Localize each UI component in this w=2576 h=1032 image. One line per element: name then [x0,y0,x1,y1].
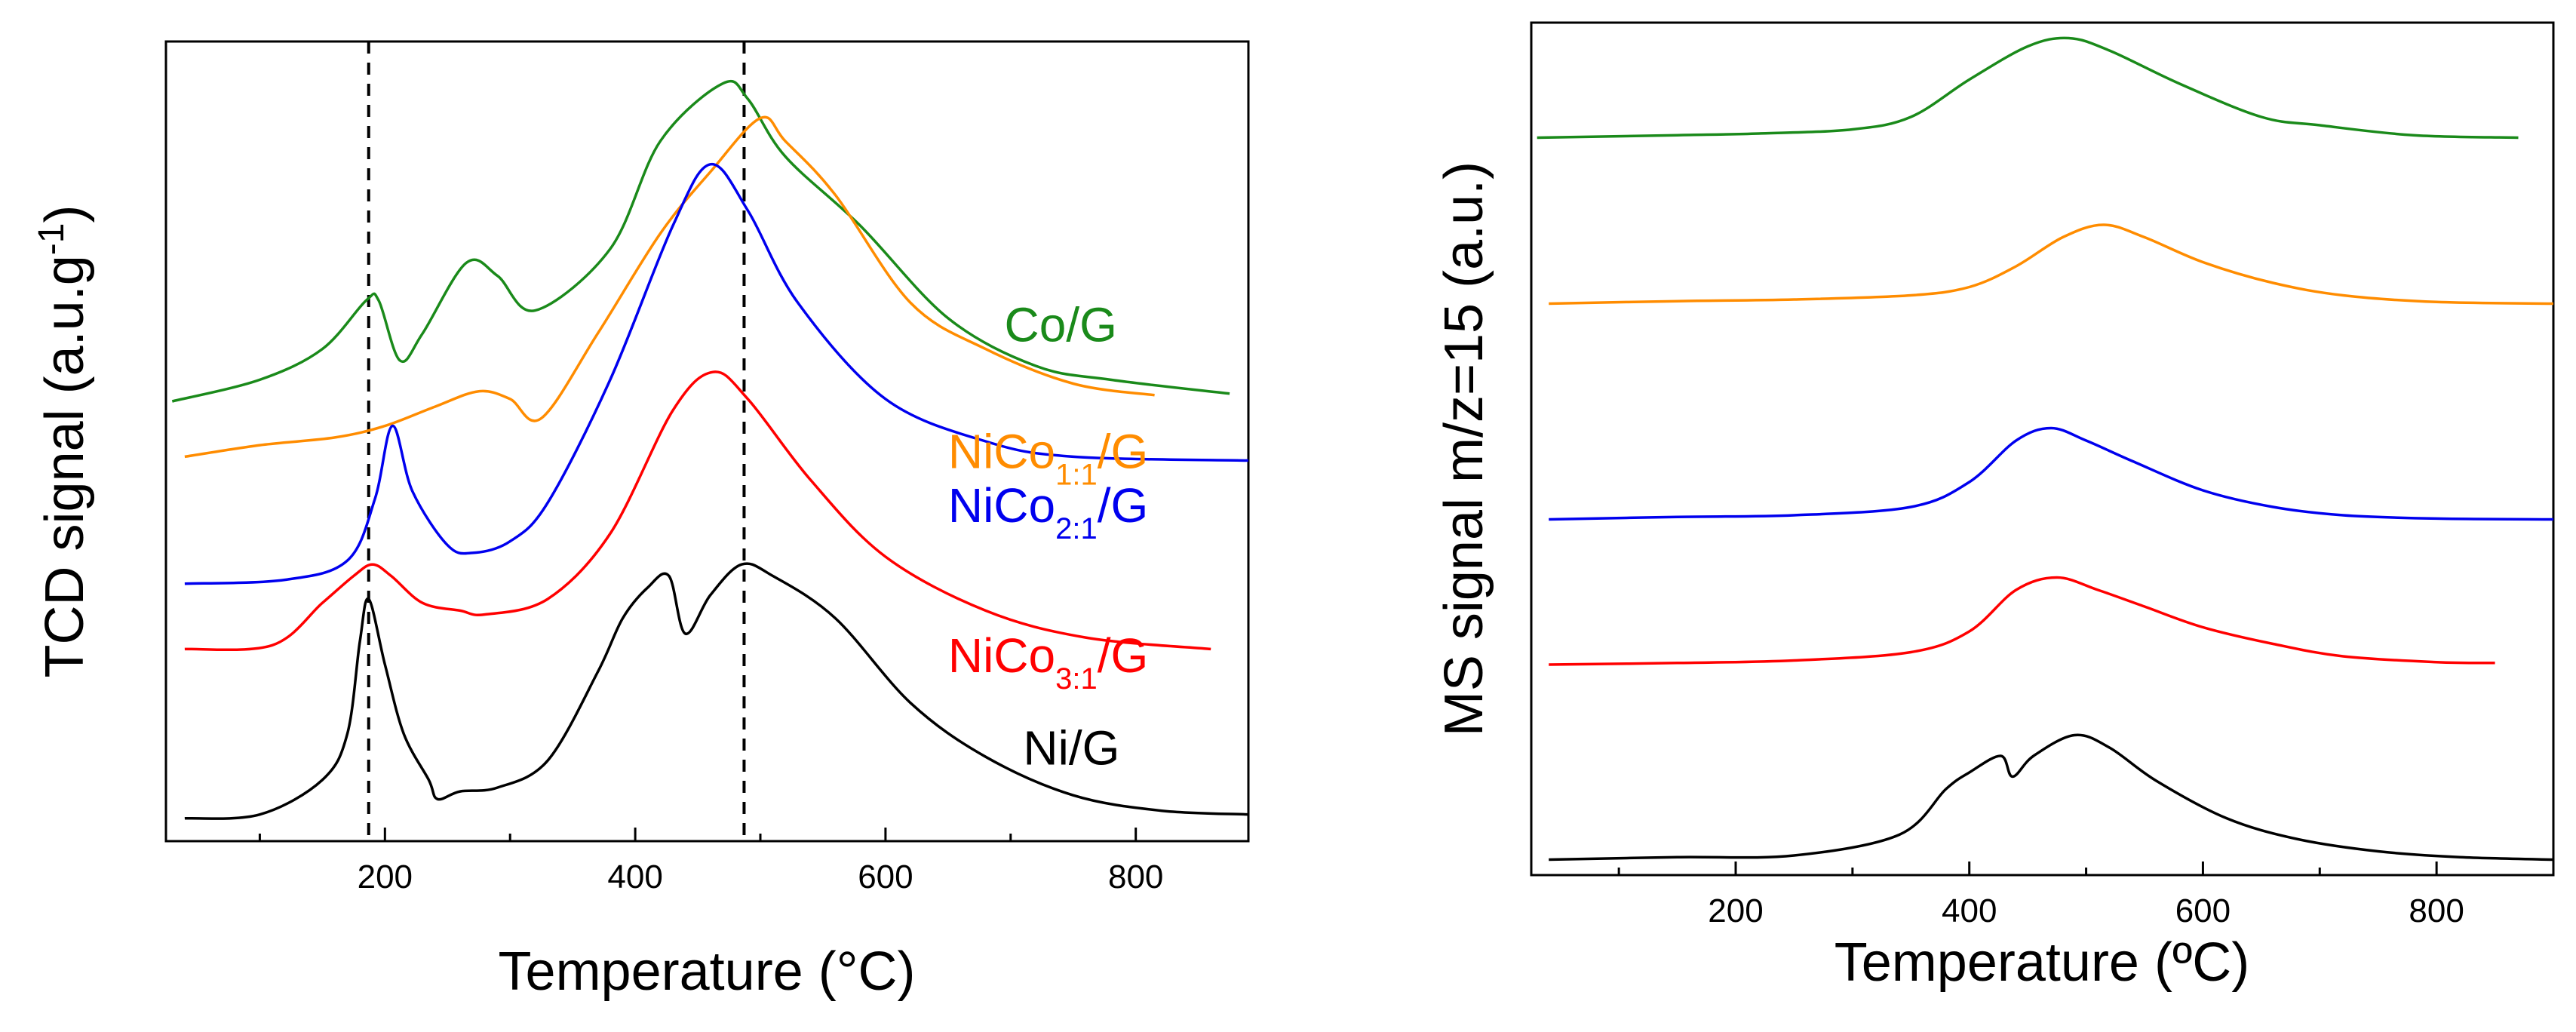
legend-label-main: Ni/G [1023,720,1119,775]
right-series-ni-g [1549,733,2554,862]
left-series-nico1-1-g [184,115,1155,459]
left-tick-label-200: 200 [358,858,413,895]
legend-label-nico2-1-g: NiCo2:1/G [948,478,1148,545]
left-series-nico2-1-g [184,163,1249,585]
left-y-axis-title-main: TCD signal (a.u.g [35,255,95,677]
left-x-ticks: 200 400 600 800 [258,828,1163,895]
legend-label-tail: /G [1098,425,1149,479]
left-tick-label-800: 800 [1108,858,1163,895]
right-series-nico3-1-g [1549,576,2495,666]
legend-label-main: NiCo [948,425,1055,479]
right-x-axis-title: Temperature (ºC) [1835,932,2249,993]
right-series-nico1-1-g [1549,223,2554,306]
legend-label-tail: /G [1098,478,1149,533]
legend-label-tail: /G [1098,628,1149,683]
left-series-nico3-1-g [184,370,1211,652]
legend-label-main: NiCo [948,478,1055,533]
legend-label-sub: 1:1 [1055,459,1098,492]
right-x-ticks: 200 400 600 800 [1617,862,2464,929]
left-x-axis-title: Temperature (°C) [499,941,916,1002]
left-series-group [171,79,1249,820]
left-vlines [367,41,746,841]
legend-label-ni-g: Ni/G [1023,720,1119,775]
left-y-axis-title-sup: -1 [32,223,72,256]
left-plot-frame [164,40,1250,843]
legend-label-co-g: Co/G [1005,297,1117,352]
right-y-axis-title: MS signal m/z=15 (a.u.) [1434,161,1494,736]
left-series-ni-g [184,562,1249,820]
left-tick-label-400: 400 [607,858,662,895]
left-tick-label-600: 600 [858,858,913,895]
right-plot-frame [1530,21,2555,877]
right-panel: 200 400 600 800 Temperature (ºC) MS signal … [1434,21,2555,993]
legend-label-main: NiCo [948,628,1055,683]
legend-label-main: Co/G [1005,297,1117,352]
left-panel: 200 400 600 800 Co/GNiCo1:1/GNiCo2:1/GNiCo3… [32,40,1250,1002]
left-series-co-g [171,79,1230,403]
legend-label-nico3-1-g: NiCo3:1/G [948,628,1148,696]
right-series-nico2-1-g [1549,426,2554,521]
right-series-group [1537,36,2554,862]
right-series-co-g [1537,36,2519,140]
right-tick-label-800: 800 [2409,892,2464,929]
right-tick-label-600: 600 [2175,892,2231,929]
left-y-axis-title-close: ) [35,205,95,223]
right-tick-label-200: 200 [1708,892,1763,929]
left-y-axis-title: TCD signal (a.u.g-1) [32,205,96,678]
legend-label-sub: 3:1 [1055,662,1098,696]
legend-label-nico1-1-g: NiCo1:1/G [948,425,1148,492]
right-tick-label-400: 400 [1942,892,1997,929]
legend-label-sub: 2:1 [1055,512,1098,545]
